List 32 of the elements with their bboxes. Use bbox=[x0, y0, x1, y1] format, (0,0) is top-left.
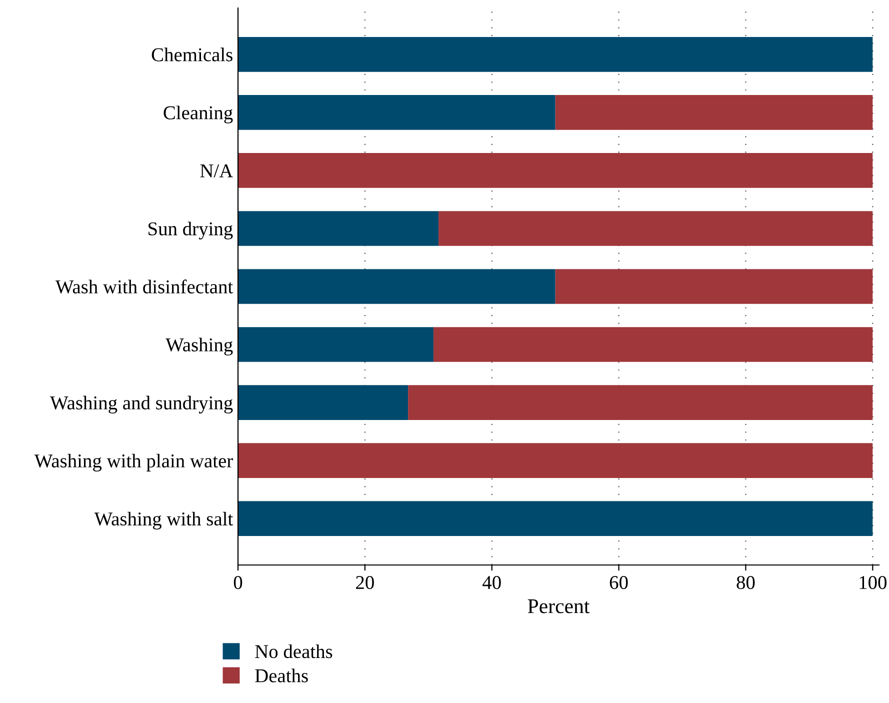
legend-label: Deaths bbox=[255, 668, 308, 682]
bar bbox=[238, 95, 556, 130]
y-tick-label: Washing and sundrying bbox=[50, 396, 233, 414]
bar bbox=[555, 269, 873, 304]
bar bbox=[238, 37, 873, 72]
x-tick-label: 20 bbox=[356, 576, 374, 590]
x-tick-label: 60 bbox=[610, 576, 628, 590]
bar bbox=[238, 153, 873, 188]
bar bbox=[408, 385, 873, 420]
y-tick-label: Sun drying bbox=[148, 222, 233, 240]
y-tick-label: N/A bbox=[200, 164, 233, 178]
bar bbox=[238, 501, 873, 536]
y-tick-label: Chemicals bbox=[152, 48, 232, 62]
bar bbox=[238, 327, 434, 362]
bar bbox=[238, 443, 873, 478]
x-tick-label: 0 bbox=[234, 576, 242, 590]
x-axis-title: Percent bbox=[528, 599, 590, 614]
bar bbox=[238, 385, 408, 420]
x-tick-label: 40 bbox=[482, 576, 501, 590]
bar bbox=[438, 211, 873, 246]
y-tick-label: Washing with salt bbox=[94, 512, 234, 530]
y-tick-label: Cleaning bbox=[164, 106, 233, 124]
bar bbox=[555, 95, 873, 130]
y-tick-label: Washing bbox=[166, 338, 233, 356]
x-tick-label: 80 bbox=[736, 576, 755, 590]
x-tick-label: 100 bbox=[860, 576, 886, 590]
y-tick-label: Washing with plain water bbox=[34, 454, 233, 472]
bar bbox=[238, 269, 556, 304]
legend-label: No deaths bbox=[255, 644, 332, 658]
bar bbox=[238, 211, 439, 246]
y-tick-label: Wash with disinfectant bbox=[55, 280, 234, 294]
bar bbox=[433, 327, 873, 362]
